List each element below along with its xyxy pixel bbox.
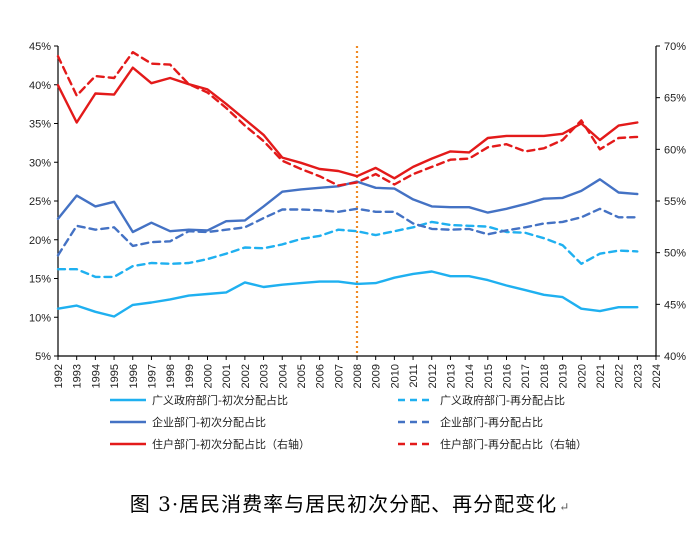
x-tick-label: 2009 bbox=[371, 364, 383, 388]
x-tick-label: 2005 bbox=[296, 364, 308, 388]
x-tick-label: 2013 bbox=[445, 364, 457, 388]
series-line-0 bbox=[56, 270, 639, 318]
left-tick-label: 20% bbox=[29, 235, 51, 247]
x-tick-label: 2004 bbox=[277, 364, 289, 388]
x-tick-label: 1995 bbox=[109, 364, 121, 388]
left-tick-label: 35% bbox=[29, 119, 51, 131]
chart: 5% 10% 15% 20% 25% 30% 35% 40% 45% 40% 45% 50% 55% 60… bbox=[29, 41, 686, 451]
x-tick-label: 2007 bbox=[333, 364, 345, 388]
figure-caption: 图 3·居民消费率与居民初次分配、再分配变化 ↵ bbox=[0, 488, 700, 517]
x-tick-label: 2018 bbox=[539, 364, 551, 388]
x-tick-label: 2023 bbox=[632, 364, 644, 388]
right-tick-label: 45% bbox=[664, 299, 686, 311]
right-tick-label: 65% bbox=[664, 93, 686, 105]
series-line-1 bbox=[56, 220, 639, 279]
x-tick-label: 2020 bbox=[576, 364, 588, 388]
x-tick-label: 2024 bbox=[651, 364, 663, 388]
axes: 5% 10% 15% 20% 25% 30% 35% 40% 45% 40% 45% 50% 55% 60… bbox=[29, 41, 686, 388]
x-tick-label: 2015 bbox=[483, 364, 495, 388]
series-line-5 bbox=[56, 51, 639, 187]
left-tick-label: 10% bbox=[29, 312, 51, 324]
x-tick-label: 1994 bbox=[90, 364, 102, 388]
x-tick-label: 1997 bbox=[146, 364, 158, 388]
x-tick-label: 2002 bbox=[240, 364, 252, 388]
x-tick-label: 2001 bbox=[221, 364, 233, 388]
x-tick-label: 1999 bbox=[184, 364, 196, 388]
x-tick-label: 2010 bbox=[389, 364, 401, 388]
left-tick-label: 30% bbox=[29, 157, 51, 169]
x-tick-label: 2012 bbox=[427, 364, 439, 388]
series-line-3 bbox=[56, 207, 639, 257]
x-tick-label: 2019 bbox=[558, 364, 570, 388]
legend-label-3: 企业部门-再分配占比 bbox=[440, 415, 543, 429]
series-line-2 bbox=[56, 178, 639, 234]
x-tick-label: 1996 bbox=[128, 364, 140, 388]
x-tick-label: 2011 bbox=[408, 364, 420, 388]
x-tick-label: 2016 bbox=[502, 364, 514, 388]
left-tick-label: 15% bbox=[29, 274, 51, 286]
caption-text: 图 3·居民消费率与居民初次分配、再分配变化 bbox=[129, 492, 558, 516]
x-tick-label: 2006 bbox=[315, 364, 327, 388]
x-tick-label: 2008 bbox=[352, 364, 364, 388]
legend-label-5: 住户部门-再分配占比（右轴） bbox=[440, 437, 587, 451]
legend-label-2: 企业部门-初次分配占比 bbox=[152, 415, 266, 429]
legend-label-1: 广义政府部门-再分配占比 bbox=[440, 393, 565, 407]
x-tick-label: 2017 bbox=[520, 364, 532, 388]
x-tick-label: 2021 bbox=[595, 364, 607, 388]
legend-label-0: 广义政府部门-初次分配占比 bbox=[152, 393, 288, 407]
series-line-4 bbox=[56, 66, 639, 180]
series-layer bbox=[56, 46, 639, 356]
x-tick-label: 1992 bbox=[53, 364, 65, 388]
right-tick-label: 40% bbox=[664, 351, 686, 363]
right-tick-label: 70% bbox=[664, 41, 686, 53]
x-tick-label: 2003 bbox=[259, 364, 271, 388]
left-tick-label: 5% bbox=[35, 351, 51, 363]
right-tick-label: 55% bbox=[664, 196, 686, 208]
x-tick-label: 2014 bbox=[464, 364, 476, 388]
x-tick-label: 1998 bbox=[165, 364, 177, 388]
left-tick-label: 45% bbox=[29, 41, 51, 53]
right-tick-label: 60% bbox=[664, 144, 686, 156]
x-tick-label: 2022 bbox=[614, 364, 626, 388]
left-tick-label: 40% bbox=[29, 80, 51, 92]
x-tick-label: 1993 bbox=[72, 364, 84, 388]
return-mark: ↵ bbox=[559, 500, 571, 514]
x-tick-label: 2000 bbox=[203, 364, 215, 388]
legend-label-4: 住户部门-初次分配占比（右轴） bbox=[152, 437, 310, 451]
right-tick-label: 50% bbox=[664, 248, 686, 260]
left-tick-label: 25% bbox=[29, 196, 51, 208]
